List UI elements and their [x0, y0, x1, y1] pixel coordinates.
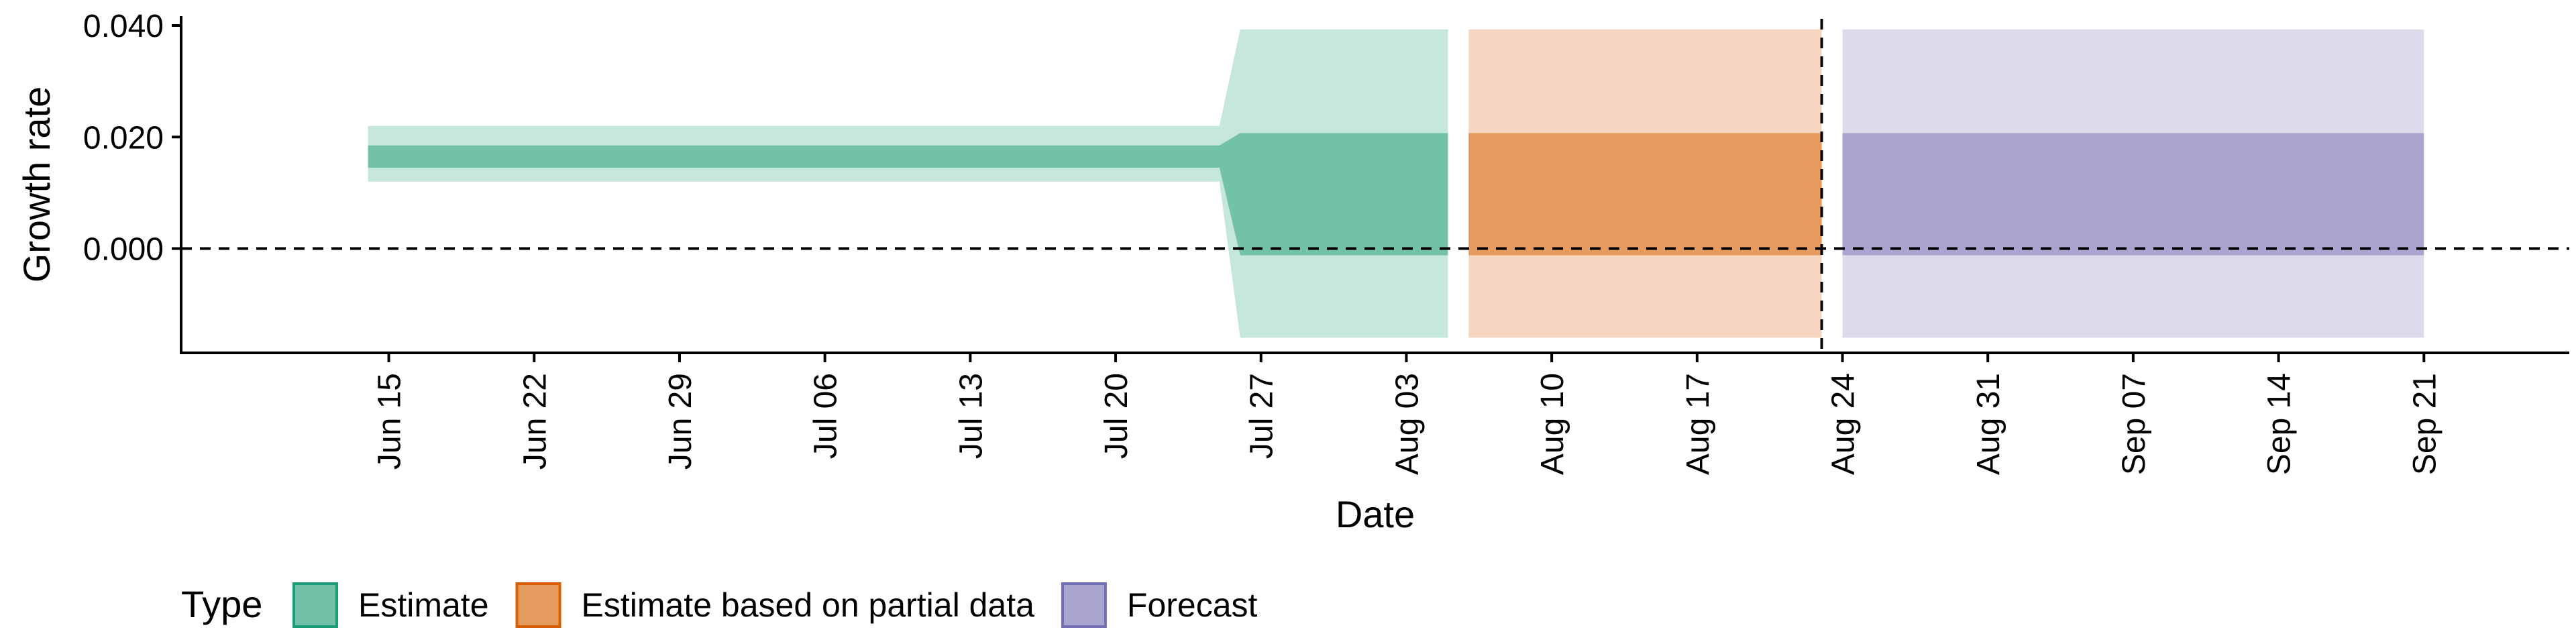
x-tick-label: Jul 13	[953, 373, 989, 459]
y-tick-label: 0.040	[83, 9, 164, 44]
x-tick-label: Aug 24	[1826, 373, 1862, 475]
x-tick-label: Aug 03	[1389, 373, 1425, 475]
x-tick-label: Jul 06	[808, 373, 844, 459]
legend-swatch-1	[515, 582, 561, 628]
x-tick-label: Aug 17	[1680, 373, 1716, 475]
legend-title: Type	[181, 583, 262, 625]
legend-label-1: Estimate based on partial data	[582, 586, 1035, 624]
x-tick-label: Jul 27	[1244, 373, 1280, 459]
x-tick-label: Sep 14	[2262, 373, 2298, 475]
legend-label-0: Estimate	[358, 586, 489, 624]
ribbon-inner-series-0	[368, 133, 1448, 256]
y-tick-label: 0.000	[83, 232, 164, 268]
y-ticks: 0.000 0.020 0.040	[83, 9, 181, 268]
x-ticks: Jun 15 Jun 22 Jun 29 Jul 06 Jul 13 Jul 20 Jul …	[372, 353, 2443, 475]
ribbon-inner-series-2	[1842, 133, 2424, 256]
axes-layer: 0.000 0.020 0.040 Jun 15 Jun 22 Jun 29 Jul 06…	[15, 9, 2569, 535]
x-tick-label: Aug 10	[1535, 373, 1570, 475]
x-tick-label: Aug 31	[1971, 373, 2006, 475]
legend: Type Estimate Estimate based on partial d…	[181, 582, 1258, 628]
legend-swatch-2	[1061, 582, 1107, 628]
x-tick-label: Jun 29	[663, 373, 698, 470]
legend-swatch-0	[292, 582, 338, 628]
x-tick-label: Sep 07	[2116, 373, 2152, 475]
legend-entries: Estimate Estimate based on partial data Fo…	[292, 582, 1258, 628]
x-tick-label: Sep 21	[2407, 373, 2443, 475]
ribbon-inner-series-1	[1468, 133, 1822, 256]
reference-lines-layer	[181, 19, 2569, 353]
x-tick-label: Jul 20	[1099, 373, 1134, 459]
legend-label-2: Forecast	[1127, 586, 1258, 624]
x-tick-label: Jun 22	[517, 373, 553, 470]
x-tick-label: Jun 15	[372, 373, 408, 470]
ribbons-layer	[368, 29, 2424, 338]
x-axis-title: Date	[1336, 493, 1415, 535]
y-axis-title: Growth rate	[15, 87, 58, 283]
y-tick-label: 0.020	[83, 120, 164, 156]
